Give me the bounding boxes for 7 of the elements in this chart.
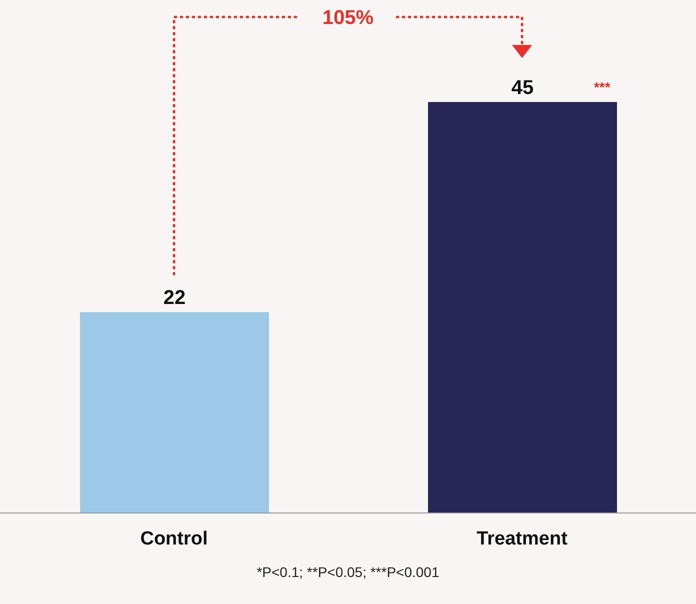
text: 105% xyxy=(322,7,374,29)
data-label: 22 xyxy=(163,287,186,310)
data-label: 45 xyxy=(511,77,534,99)
x-tick-label: Control xyxy=(140,528,208,550)
text: *** xyxy=(594,79,611,95)
x-tick-label: Treatment xyxy=(476,528,568,550)
text: *P<0.1; **P<0.05; ***P<0.001 xyxy=(256,564,440,580)
